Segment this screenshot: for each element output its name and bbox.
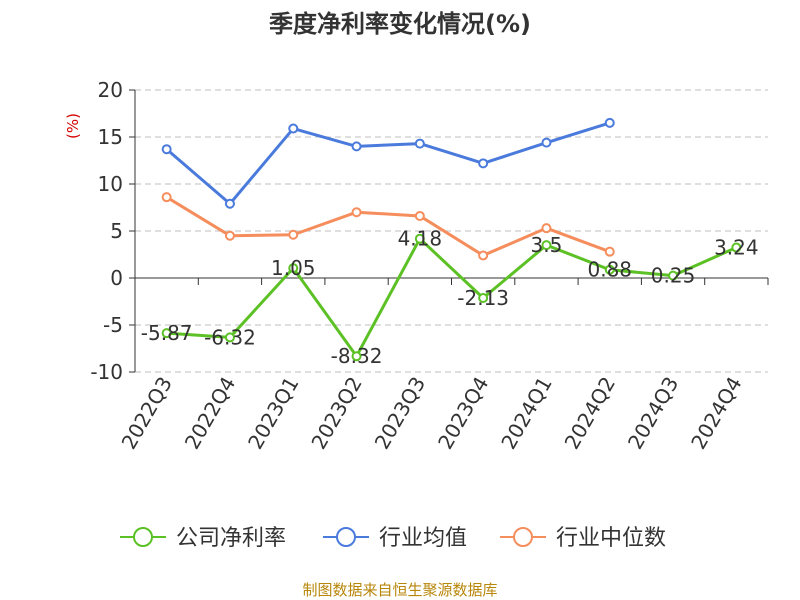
data-point: [478, 158, 489, 169]
data-point: [541, 240, 552, 251]
data-point: [604, 117, 615, 128]
x-tick-label: 2023Q3: [370, 373, 430, 454]
data-point: [351, 141, 362, 152]
x-tick-label: 2024Q4: [686, 373, 746, 454]
series-line: [165, 195, 611, 257]
legend-marker: [336, 527, 356, 547]
x-tick-label: 2024Q2: [560, 373, 620, 454]
y-tick-label: 10: [98, 172, 123, 196]
data-label: -6.32: [204, 325, 256, 349]
y-axis-unit: (%): [64, 113, 82, 139]
x-tick-label: 2024Q1: [496, 373, 556, 454]
y-tick-label: 15: [98, 125, 123, 149]
series-industry_median: [161, 192, 615, 261]
series-line: [165, 121, 611, 206]
data-point: [478, 250, 489, 261]
data-point: [351, 207, 362, 218]
data-point: [288, 123, 299, 134]
data-label: 3.24: [714, 236, 759, 260]
legend-item: 公司净利率: [120, 526, 286, 551]
x-tick-label: 2023Q1: [243, 373, 303, 454]
series-lines: [161, 117, 742, 362]
data-point: [414, 138, 425, 149]
data-label: -2.13: [457, 286, 509, 310]
data-point: [731, 242, 742, 253]
legend-label: 行业均值: [379, 526, 467, 551]
chart-title: 季度净利率变化情况(%): [269, 10, 531, 38]
data-point: [161, 328, 172, 339]
data-point: [668, 270, 679, 281]
data-point: [604, 246, 615, 257]
data-label: -5.87: [141, 321, 193, 345]
data-point: [351, 351, 362, 362]
legend-item: 行业中位数: [500, 526, 666, 551]
data-label: -8.32: [331, 344, 383, 368]
series-line: [166, 237, 737, 358]
data-label: 1.05: [271, 256, 316, 280]
data-point: [224, 198, 235, 209]
data-label: 4.18: [398, 227, 443, 251]
data-point: [224, 230, 235, 241]
data-point: [161, 144, 172, 155]
data-point: [478, 293, 489, 304]
data-point: [604, 264, 615, 275]
series-industry_avg: [161, 117, 615, 209]
legend-item: 行业均值: [323, 526, 467, 551]
legend-marker: [133, 527, 153, 547]
source-note: 制图数据来自恒生聚源数据库: [302, 581, 497, 599]
data-point: [541, 223, 552, 234]
data-point: [288, 263, 299, 274]
data-label: 0.88: [587, 258, 632, 282]
data-label: 3.5: [531, 233, 563, 257]
y-tick-label: 5: [110, 219, 123, 243]
y-tick-label: 20: [98, 78, 123, 102]
y-tick-label: 0: [110, 266, 123, 290]
data-point: [161, 192, 172, 203]
data-point: [414, 210, 425, 221]
series-company: [161, 233, 742, 362]
legend-marker: [513, 527, 533, 547]
x-tick-label: 2022Q3: [117, 373, 177, 454]
legend-label: 行业中位数: [556, 526, 666, 551]
y-tick-label: -10: [90, 360, 123, 384]
data-point: [541, 137, 552, 148]
x-tick-label: 2022Q4: [180, 373, 240, 454]
x-tick-label: 2024Q3: [623, 373, 683, 454]
legend-label: 公司净利率: [176, 526, 286, 551]
data-label: 0.25: [651, 264, 696, 288]
x-tick-label: 2023Q2: [306, 373, 366, 454]
legend: 公司净利率 行业均值 行业中位数: [120, 526, 666, 551]
data-point: [224, 332, 235, 343]
x-tick-label: 2023Q4: [433, 373, 493, 454]
data-point: [288, 229, 299, 240]
data-point: [414, 233, 425, 244]
data-labels: -5.87 -6.32 1.05 -8.32 4.18 -2.13 3.5 0.88 0.25 3…: [141, 227, 759, 369]
y-tick-label: -5: [103, 313, 123, 337]
